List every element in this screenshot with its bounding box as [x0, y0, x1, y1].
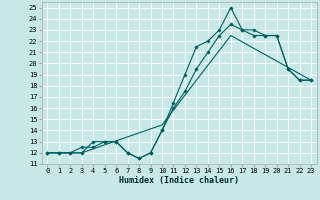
X-axis label: Humidex (Indice chaleur): Humidex (Indice chaleur) [119, 176, 239, 185]
